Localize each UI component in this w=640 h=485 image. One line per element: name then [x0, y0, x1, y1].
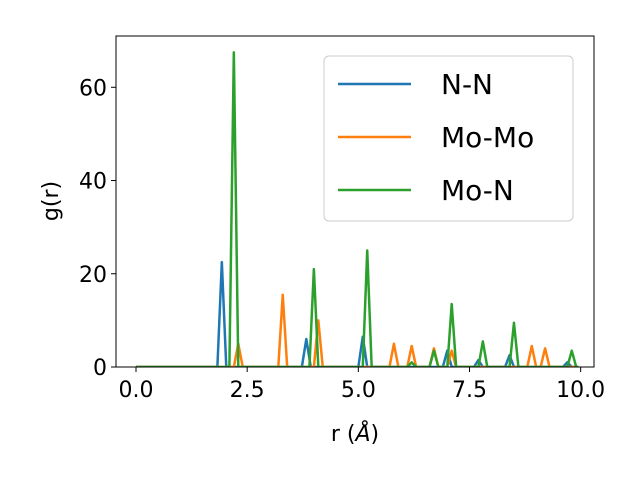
x-tick-label: 10.0 [556, 378, 605, 403]
x-axis: 0.0 2.5 5.0 7.5 10.0 [119, 367, 605, 403]
plot-frame [115, 35, 595, 368]
y-axis: 0 20 40 60 [79, 76, 116, 381]
legend-label-mo-mo: Mo-Mo [441, 121, 534, 154]
x-tick-label: 0.0 [119, 378, 154, 403]
legend-label-mo-n: Mo-N [441, 174, 514, 207]
y-tick-label: 60 [79, 76, 107, 101]
series-line-mo-n [136, 51, 579, 367]
legend-box [323, 55, 574, 222]
y-tick-label: 40 [79, 170, 107, 195]
x-tick-label: 7.5 [452, 378, 487, 403]
x-axis-label: r (Å) [331, 420, 379, 447]
series-layer [136, 51, 579, 367]
series-line-mo-mo [136, 293, 579, 367]
y-axis-label: g(r) [39, 181, 64, 221]
legend-label-n-n: N-N [441, 68, 493, 101]
x-tick-label: 2.5 [230, 378, 265, 403]
legend: N-N Mo-Mo Mo-N [323, 55, 574, 222]
y-tick-label: 20 [79, 263, 107, 288]
x-tick-label: 5.0 [341, 378, 376, 403]
y-tick-label: 0 [93, 356, 107, 381]
